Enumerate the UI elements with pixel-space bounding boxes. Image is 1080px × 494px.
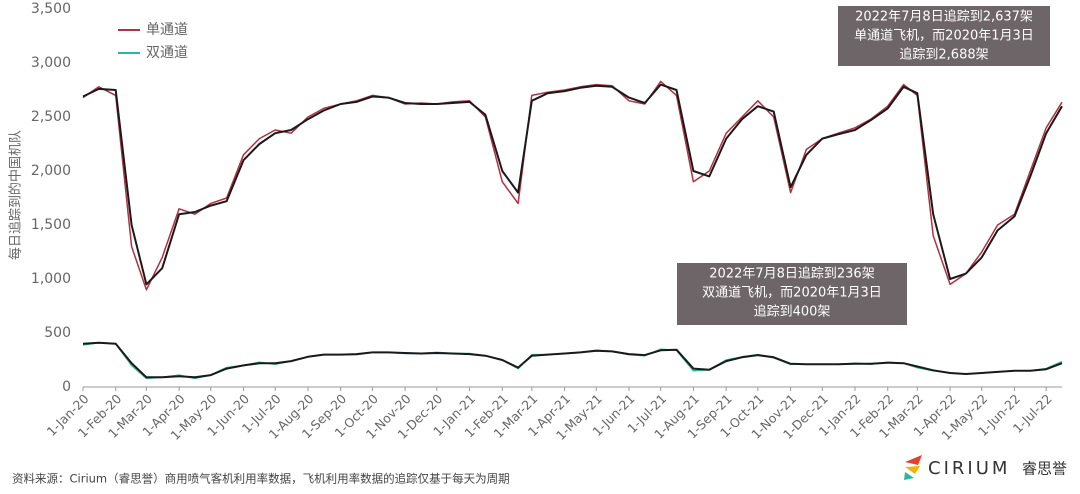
logo-icon [905,466,920,474]
annotation-text: 2022年7月8日追踪到236架 [709,266,874,282]
annotation-text: 追踪到2,688架 [899,47,988,63]
smoothed-line [82,341,1063,379]
series-line [82,341,1063,380]
annotation-box [677,263,907,325]
annotation-text: 追踪到400架 [754,304,831,320]
y-tick-label: 0 [62,379,71,395]
y-tick-label: 2,500 [31,109,71,125]
annotation-box [838,6,1050,66]
smoothed-line [82,83,1063,286]
annotation-text: 双通道飞机，而2020年1月3日 [702,286,882,301]
logo: CIRIUM 睿思誉 [904,455,1067,480]
y-tick-label: 3,000 [31,55,71,71]
logo-icon [904,472,914,480]
logo-text: CIRIUM [928,458,1010,479]
y-tick-label: 1,500 [31,217,71,233]
annotation-text: 2022年7月8日追踪到2,637架 [855,9,1033,25]
legend-label: 双通道 [146,45,188,61]
y-tick-label: 2,000 [31,163,71,179]
y-tick-label: 3,500 [31,1,71,17]
y-axis-title: 每日追踪到的中国机队 [8,130,24,260]
y-tick-label: 500 [44,325,71,341]
series-line [82,80,1063,291]
source-note: 资料来源：Cirium（睿思誉）商用喷气客机利用率数据，飞机利用率数据的追踪仅基… [12,472,510,486]
logo-icon [905,455,922,465]
y-tick-label: 1,000 [31,271,71,287]
annotation-text: 单通道飞机，而2020年1月3日 [854,29,1034,44]
annotation: 2022年7月8日追踪到2,637架单通道飞机，而2020年1月3日追踪到2,6… [838,6,1050,66]
legend-label: 单通道 [146,22,188,38]
logo-text-cn: 睿思誉 [1022,460,1067,478]
